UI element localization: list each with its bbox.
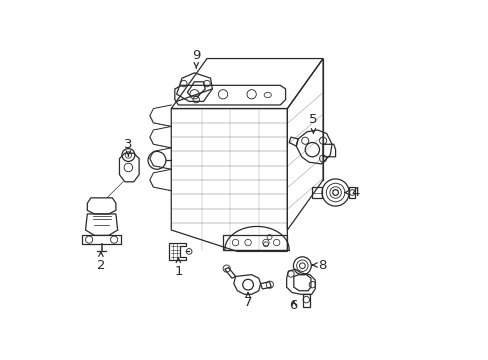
Text: 5: 5 [308, 113, 317, 133]
Text: 1: 1 [174, 258, 183, 278]
Text: 6: 6 [289, 299, 297, 312]
Text: 3: 3 [124, 138, 132, 156]
Text: 9: 9 [192, 49, 200, 68]
Text: 8: 8 [312, 258, 326, 271]
Text: 2: 2 [97, 252, 105, 272]
Text: 4: 4 [344, 186, 359, 199]
Text: 7: 7 [244, 292, 252, 309]
